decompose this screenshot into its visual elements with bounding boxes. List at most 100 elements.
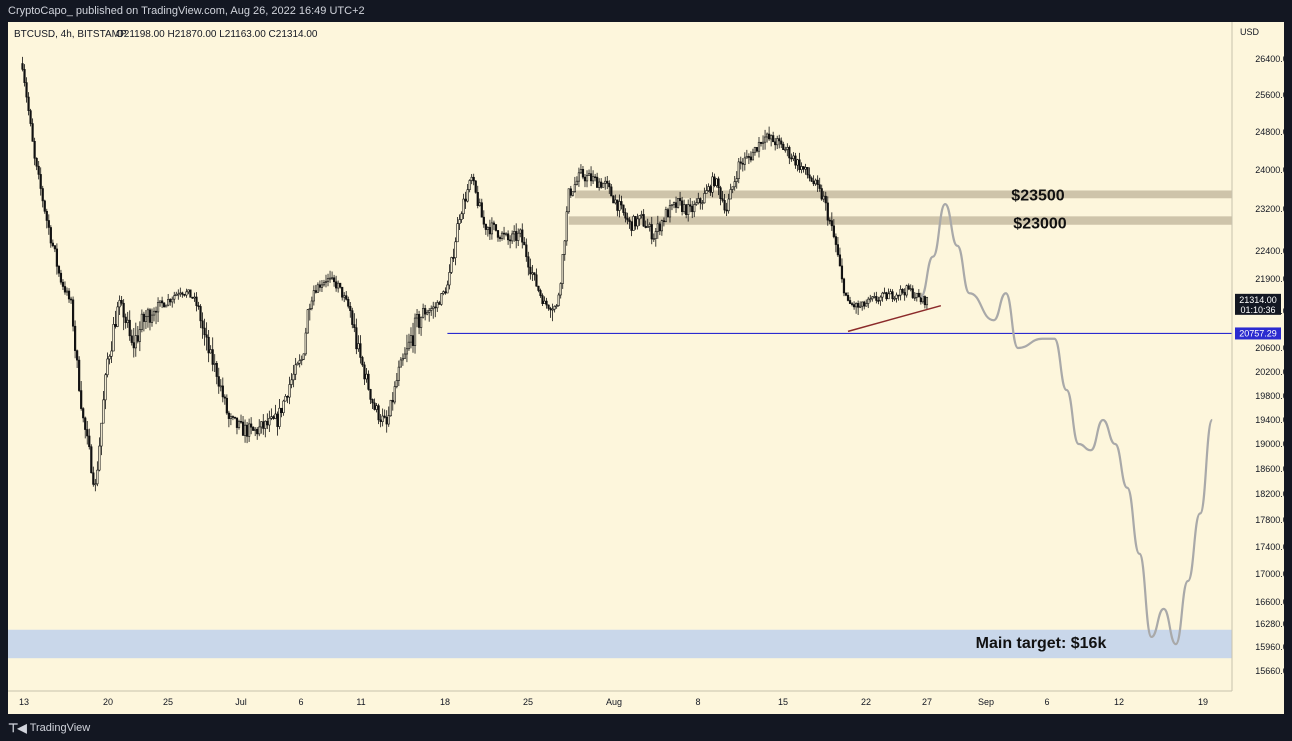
candle-body bbox=[53, 245, 56, 250]
candle-body bbox=[63, 286, 67, 293]
candle-body bbox=[496, 230, 500, 238]
candle-body bbox=[126, 319, 129, 323]
candle-body bbox=[264, 420, 267, 429]
candle-body bbox=[632, 216, 635, 231]
x-tick-label: Jul bbox=[235, 697, 247, 707]
candle-body bbox=[848, 300, 852, 304]
candle-body bbox=[753, 147, 757, 153]
candle-body bbox=[106, 358, 109, 376]
candle-body bbox=[573, 184, 576, 192]
candle-body bbox=[411, 335, 415, 346]
candle-body bbox=[591, 176, 595, 182]
candle-body bbox=[674, 202, 678, 208]
candle-body bbox=[844, 292, 848, 296]
candle-body bbox=[814, 179, 817, 185]
candle-body bbox=[211, 349, 214, 365]
candle-body bbox=[326, 277, 330, 282]
candle-body bbox=[397, 366, 400, 381]
candle-body bbox=[452, 257, 455, 259]
candle-body bbox=[545, 300, 548, 306]
candle-body bbox=[448, 272, 451, 286]
candle-body bbox=[786, 147, 789, 150]
candle-body bbox=[379, 419, 382, 422]
candle-body bbox=[308, 308, 311, 311]
candle-body bbox=[61, 281, 65, 287]
projection-path bbox=[919, 203, 1214, 646]
candle-body bbox=[262, 421, 265, 429]
candle-body bbox=[122, 302, 125, 318]
x-tick-label: 12 bbox=[1114, 697, 1124, 707]
candle-body bbox=[816, 179, 819, 185]
last-price-tag bbox=[1235, 293, 1281, 315]
candle-body bbox=[446, 284, 449, 294]
candle-body bbox=[310, 300, 313, 309]
candle-body bbox=[357, 343, 360, 350]
candle-body bbox=[387, 415, 390, 425]
candle-body bbox=[415, 314, 419, 319]
candle-body bbox=[464, 198, 467, 202]
tradingview-brand[interactable]: ⊤◀ TradingView bbox=[8, 721, 90, 735]
candle-body bbox=[215, 362, 218, 377]
candle-body bbox=[504, 233, 508, 236]
candle-body bbox=[519, 229, 522, 234]
candle-body bbox=[460, 213, 463, 220]
candle-body bbox=[69, 298, 73, 301]
price-chart[interactable]: $23500 $23000 Main target: $16k BTCUSD, 4h,… bbox=[8, 22, 1284, 714]
candle-body bbox=[424, 308, 427, 315]
candle-body bbox=[523, 241, 526, 246]
zone-2 bbox=[568, 216, 1232, 225]
candle-body bbox=[74, 325, 77, 351]
candle-body bbox=[320, 284, 324, 288]
x-tick-label: 20 bbox=[103, 697, 113, 707]
candle-body bbox=[142, 313, 146, 322]
candle-body bbox=[219, 385, 222, 388]
candle-body bbox=[500, 232, 504, 239]
candle-body bbox=[454, 241, 457, 259]
candle-body bbox=[266, 420, 269, 426]
candle-body bbox=[772, 135, 775, 143]
candle-body bbox=[723, 200, 726, 211]
candle-body bbox=[407, 341, 411, 350]
candle-body bbox=[765, 133, 769, 138]
trendline bbox=[847, 304, 942, 333]
candle-body bbox=[798, 159, 801, 170]
candle-body bbox=[650, 224, 653, 240]
candle-body bbox=[648, 224, 651, 227]
x-tick-label: 11 bbox=[356, 697, 365, 707]
zone-3 bbox=[8, 629, 1232, 659]
candle-body bbox=[470, 176, 473, 181]
candle-body bbox=[612, 195, 615, 204]
y-tick-label: 21900.00 bbox=[1255, 274, 1284, 284]
candle-body bbox=[672, 202, 676, 206]
candle-body bbox=[138, 329, 141, 342]
y-tick-label: 26400.00 bbox=[1255, 54, 1284, 64]
candle-body bbox=[152, 310, 156, 316]
candle-body bbox=[268, 417, 271, 426]
x-tick-label: Sep bbox=[978, 697, 994, 707]
y-tick-label: 15960.00 bbox=[1255, 642, 1284, 652]
candle-body bbox=[37, 165, 40, 175]
candle-body bbox=[865, 303, 868, 307]
candle-body bbox=[92, 472, 95, 485]
candle-body bbox=[664, 209, 668, 222]
candle-body bbox=[94, 483, 97, 486]
candle-body bbox=[179, 292, 182, 295]
candle-body bbox=[513, 231, 516, 235]
candle-body bbox=[806, 167, 809, 176]
candle-body bbox=[855, 303, 858, 308]
candle-body bbox=[114, 324, 117, 327]
candle-body bbox=[757, 141, 761, 152]
candle-body bbox=[245, 424, 249, 437]
candle-body bbox=[369, 389, 372, 400]
candle-body bbox=[711, 176, 714, 193]
candle-body bbox=[391, 399, 394, 403]
candle-body bbox=[332, 277, 336, 283]
candle-body bbox=[804, 167, 807, 170]
candle-body bbox=[195, 296, 198, 306]
candle-body bbox=[442, 291, 445, 294]
y-tick-label: 22400.00 bbox=[1255, 246, 1284, 256]
tradingview-logo-icon: ⊤◀ bbox=[8, 721, 27, 735]
candle-body bbox=[290, 379, 293, 385]
candle-body bbox=[658, 223, 661, 232]
candle-body bbox=[128, 319, 131, 337]
